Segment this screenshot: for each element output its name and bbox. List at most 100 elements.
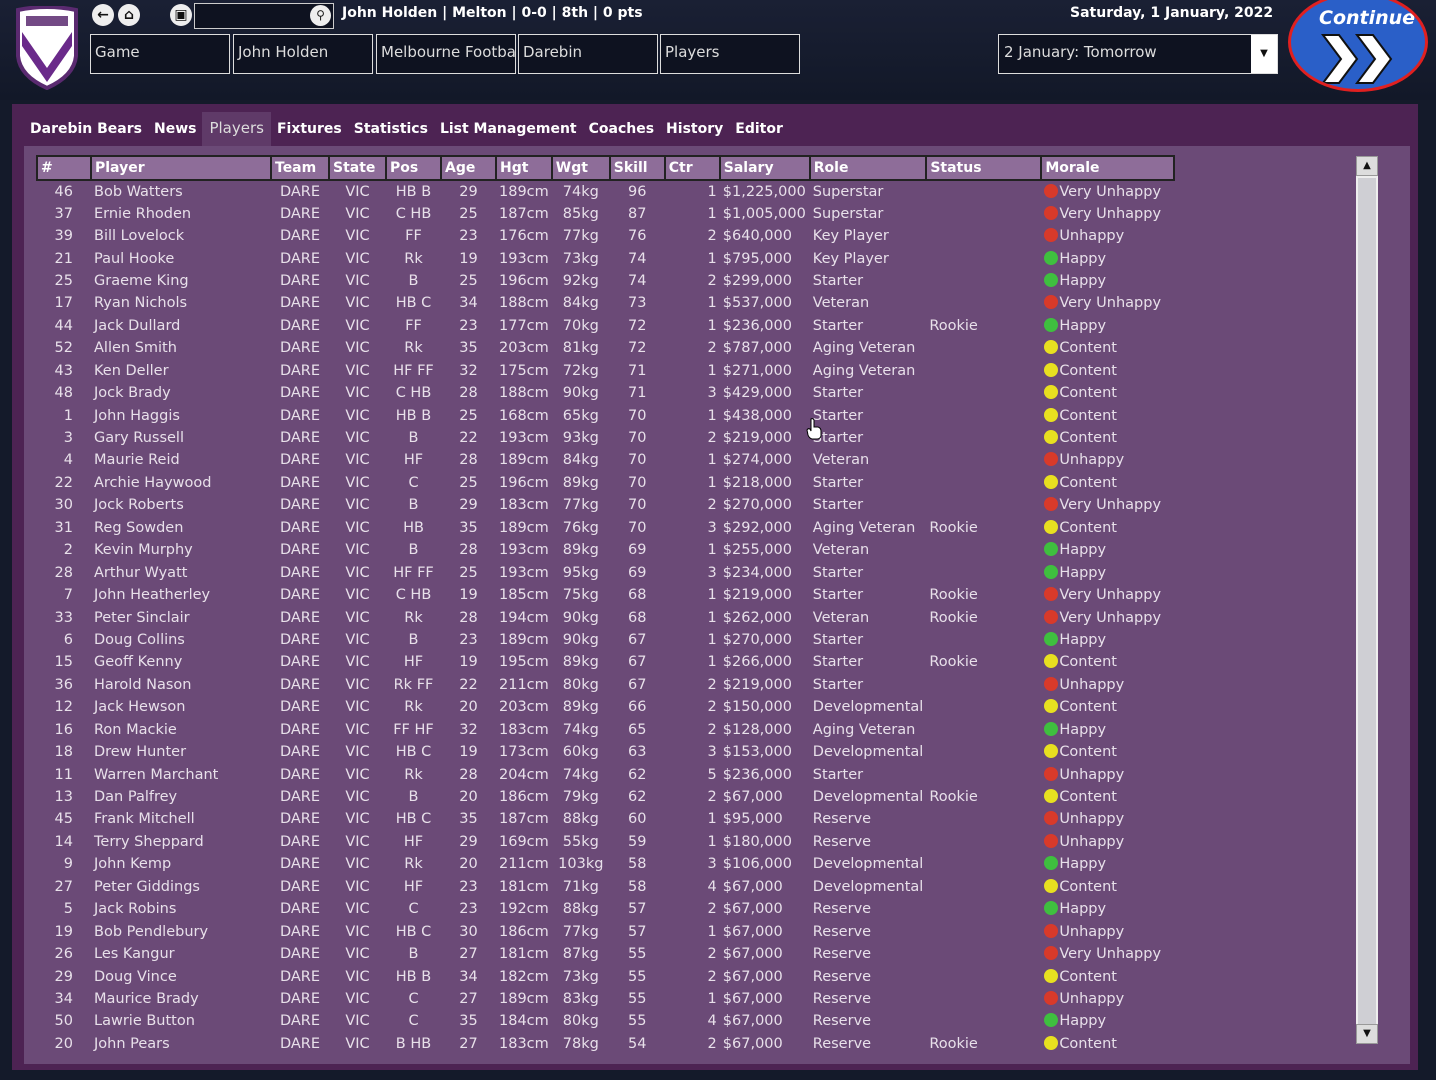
continue-button[interactable]: Continue — [1288, 0, 1428, 92]
breadcrumb-game[interactable]: Game — [90, 34, 230, 74]
cell-player-name[interactable]: Ernie Rhoden — [94, 205, 192, 222]
table-row[interactable]: 4 Maurie Reid DARE VIC HF 28 189cm 84kg 70 1 $274,… — [37, 449, 1174, 471]
cell-player-name[interactable]: Warren Marchant — [94, 766, 219, 783]
column-header-wgt[interactable]: Wgt — [550, 155, 611, 181]
search-input[interactable]: ⚲ — [194, 3, 334, 29]
cell-player-name[interactable]: Allen Smith — [94, 340, 177, 357]
table-row[interactable]: 22 Archie Haywood DARE VIC C 25 196cm 89kg 70 1 $2… — [37, 472, 1174, 494]
table-row[interactable]: 15 Geoff Kenny DARE VIC HF 19 195cm 89kg 67 1 $266… — [37, 651, 1174, 673]
table-row[interactable]: 13 Dan Palfrey DARE VIC B 20 186cm 79kg 62 2 $67,0… — [37, 786, 1174, 808]
breadcrumb-players[interactable]: Players — [660, 34, 800, 74]
table-row[interactable]: 9 John Kemp DARE VIC Rk 20 211cm 103kg 58 3 $106,0… — [37, 853, 1174, 875]
column-header-pos[interactable]: Pos — [385, 155, 442, 181]
breadcrumb-league[interactable]: Melbourne Football — [376, 34, 516, 74]
table-row[interactable]: 3 Gary Russell DARE VIC B 22 193cm 93kg 70 2 $219,… — [37, 427, 1174, 449]
table-row[interactable]: 26 Les Kangur DARE VIC B 27 181cm 87kg 55 2 $67,00… — [37, 943, 1174, 965]
table-row[interactable]: 27 Peter Giddings DARE VIC HF 23 181cm 71kg 58 4 $… — [37, 876, 1174, 898]
table-row[interactable]: 46 Bob Watters DARE VIC HB B 29 189cm 74kg 96 1 $1… — [37, 180, 1174, 202]
table-row[interactable]: 36 Harold Nason DARE VIC Rk FF 22 211cm 80kg 67 2… — [37, 674, 1174, 696]
nav-players[interactable]: Players — [202, 112, 271, 146]
cell-player-name[interactable]: Frank Mitchell — [94, 811, 195, 828]
column-header-age[interactable]: Age — [440, 155, 497, 181]
cell-player-name[interactable]: John Pears — [94, 1035, 170, 1052]
column-header-morale[interactable]: Morale — [1040, 155, 1176, 181]
cell-player-name[interactable]: John Kemp — [94, 856, 172, 873]
cell-player-name[interactable]: Doug Collins — [94, 631, 185, 648]
column-header-skill[interactable]: Skill — [608, 155, 666, 181]
scroll-thumb[interactable] — [1358, 178, 1376, 1042]
table-row[interactable]: 1 John Haggis DARE VIC HB B 25 168cm 65kg 70 1 $43… — [37, 404, 1174, 426]
table-row[interactable]: 50 Lawrie Button DARE VIC C 35 184cm 80kg 55 4 $67… — [37, 1010, 1174, 1032]
nav-coaches[interactable]: Coaches — [588, 121, 655, 137]
table-row[interactable]: 16 Ron Mackie DARE VIC FF HF 32 183cm 74kg 65 2 $1… — [37, 719, 1174, 741]
cell-player-name[interactable]: Dan Palfrey — [94, 789, 178, 806]
chevron-down-icon[interactable]: ▼ — [1251, 35, 1277, 73]
cell-player-name[interactable]: Les Kangur — [94, 946, 175, 963]
scroll-down-icon[interactable]: ▼ — [1356, 1024, 1378, 1044]
table-row[interactable]: 17 Ryan Nichols DARE VIC HB C 34 188cm 84kg 73 1 $… — [37, 292, 1174, 314]
cell-player-name[interactable]: Maurie Reid — [94, 452, 180, 469]
cell-player-name[interactable]: Geoff Kenny — [94, 654, 183, 671]
nav-history[interactable]: History — [666, 121, 724, 137]
cell-player-name[interactable]: Ken Deller — [94, 362, 169, 379]
table-row[interactable]: 20 John Pears DARE VIC B HB 27 183cm 78kg 54 2 $67… — [37, 1033, 1174, 1055]
cell-player-name[interactable]: Ryan Nichols — [94, 295, 188, 312]
table-row[interactable]: 29 Doug Vince DARE VIC HB B 34 182cm 73kg 55 2 $67… — [37, 965, 1174, 987]
table-row[interactable]: 6 Doug Collins DARE VIC B 23 189cm 90kg 67 1 $270,… — [37, 629, 1174, 651]
table-row[interactable]: 48 Jock Brady DARE VIC C HB 28 188cm 90kg 71 3 $42… — [37, 382, 1174, 404]
cell-player-name[interactable]: Harold Nason — [94, 676, 192, 693]
cell-player-name[interactable]: Jack Hewson — [94, 699, 186, 716]
table-row[interactable]: 14 Terry Sheppard DARE VIC HF 29 169cm 55kg 59 1 $… — [37, 831, 1174, 853]
table-row[interactable]: 11 Warren Marchant DARE VIC Rk 28 204cm 74kg 62 5… — [37, 763, 1174, 785]
cell-player-name[interactable]: Kevin Murphy — [94, 542, 193, 559]
table-row[interactable]: 34 Maurice Brady DARE VIC C 27 189cm 83kg 55 1 $67… — [37, 988, 1174, 1010]
cell-player-name[interactable]: Jack Robins — [94, 901, 177, 918]
column-header-ctr[interactable]: Ctr — [663, 155, 721, 181]
home-icon[interactable]: ⌂ — [118, 4, 140, 26]
cell-player-name[interactable]: Terry Sheppard — [94, 833, 204, 850]
table-row[interactable]: 2 Kevin Murphy DARE VIC B 28 193cm 89kg 69 1 $255,… — [37, 539, 1174, 561]
table-row[interactable]: 25 Graeme King DARE VIC B 25 196cm 92kg 74 2 $299,… — [37, 270, 1174, 292]
cell-player-name[interactable]: Bob Watters — [94, 183, 183, 200]
nav-darebin-bears[interactable]: Darebin Bears — [30, 121, 142, 137]
cell-player-name[interactable]: Jock Brady — [94, 385, 171, 402]
column-header-salary[interactable]: Salary — [718, 155, 811, 181]
cell-player-name[interactable]: Jock Roberts — [94, 497, 184, 514]
nav-fixtures[interactable]: Fixtures — [276, 121, 342, 137]
cell-player-name[interactable]: John Haggis — [94, 407, 180, 424]
table-row[interactable]: 19 Bob Pendlebury DARE VIC HB C 30 186cm 77kg 57… — [37, 920, 1174, 942]
cell-player-name[interactable]: Lawrie Button — [94, 1013, 195, 1030]
table-row[interactable]: 37 Ernie Rhoden DARE VIC C HB 25 187cm 85kg 87 1 $… — [37, 202, 1174, 224]
nav-statistics[interactable]: Statistics — [353, 121, 428, 137]
cell-player-name[interactable]: Graeme King — [94, 272, 189, 289]
cell-player-name[interactable]: Archie Haywood — [94, 474, 212, 491]
table-row[interactable]: 5 Jack Robins DARE VIC C 23 192cm 88kg 57 2 $67,00… — [37, 898, 1174, 920]
table-row[interactable]: 12 Jack Hewson DARE VIC Rk 20 203cm 89kg 66 2 $150… — [37, 696, 1174, 718]
column-header-hgt[interactable]: Hgt — [495, 155, 553, 181]
column-header-status[interactable]: Status — [925, 155, 1043, 181]
save-icon[interactable]: ▣ — [170, 4, 192, 26]
cell-player-name[interactable]: Paul Hooke — [94, 250, 175, 267]
breadcrumb-manager[interactable]: John Holden — [233, 34, 373, 74]
table-row[interactable]: 44 Jack Dullard DARE VIC FF 23 177cm 70kg 72 1 $23… — [37, 315, 1174, 337]
cell-player-name[interactable]: Arthur Wyatt — [94, 564, 188, 581]
cell-player-name[interactable]: Peter Giddings — [94, 878, 200, 895]
cell-player-name[interactable]: Drew Hunter — [94, 744, 187, 761]
cell-player-name[interactable]: Bill Lovelock — [94, 228, 185, 245]
cell-player-name[interactable]: Jack Dullard — [94, 317, 181, 334]
table-row[interactable]: 28 Arthur Wyatt DARE VIC HF FF 25 193cm 95kg 69 3… — [37, 561, 1174, 583]
back-icon[interactable]: ← — [92, 4, 114, 26]
continue-until-dropdown[interactable]: 2 January: Tomorrow ▼ — [998, 34, 1278, 74]
breadcrumb-club[interactable]: Darebin — [518, 34, 658, 74]
column-header-number[interactable]: # — [36, 155, 92, 181]
cell-player-name[interactable]: Bob Pendlebury — [94, 923, 209, 940]
column-header-team[interactable]: Team — [270, 155, 330, 181]
table-row[interactable]: 52 Allen Smith DARE VIC Rk 35 203cm 81kg 72 2 $787… — [37, 337, 1174, 359]
cell-player-name[interactable]: Maurice Brady — [94, 990, 199, 1007]
cell-player-name[interactable]: Reg Sowden — [94, 519, 184, 536]
column-header-state[interactable]: State — [328, 155, 387, 181]
table-row[interactable]: 39 Bill Lovelock DARE VIC FF 23 176cm 77kg 76 2 $6… — [37, 225, 1174, 247]
table-row[interactable]: 43 Ken Deller DARE VIC HF FF 32 175cm 72kg 71 1 $2… — [37, 360, 1174, 382]
scroll-up-icon[interactable]: ▲ — [1356, 156, 1378, 176]
table-row[interactable]: 7 John Heatherley DARE VIC C HB 19 185cm 75kg 68… — [37, 584, 1174, 606]
